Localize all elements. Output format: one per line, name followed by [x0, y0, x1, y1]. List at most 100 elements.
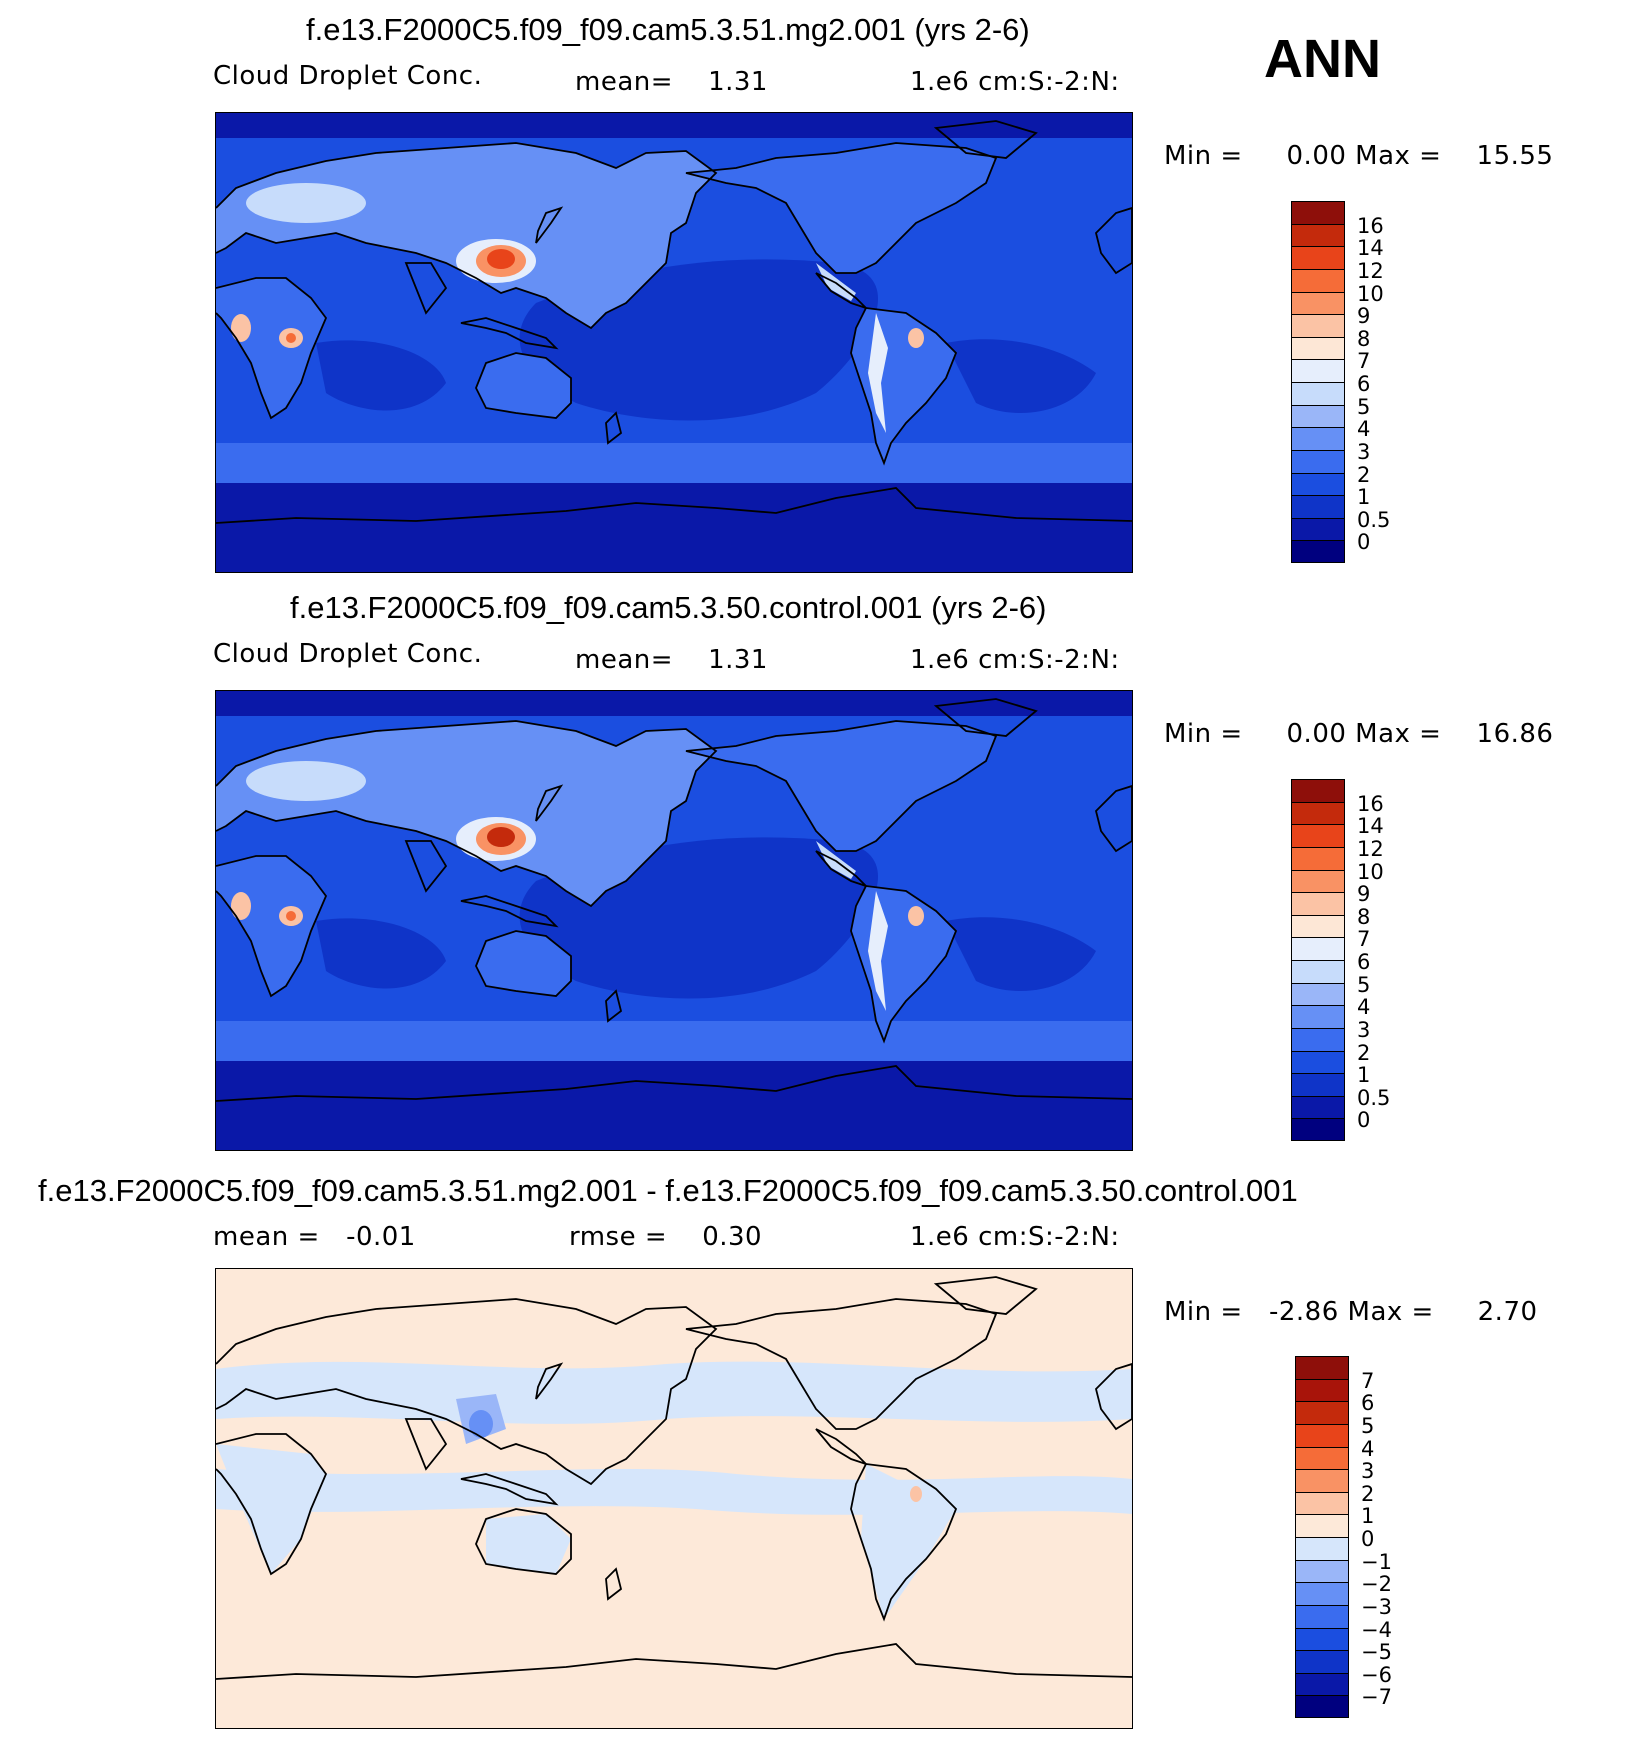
panel2-variable: Cloud Droplet Conc.	[213, 639, 483, 669]
panel2-units: 1.e6 cm:S:-2:N:	[910, 645, 1120, 675]
colorbar-1-cell	[1291, 1073, 1345, 1096]
colorbar-1-tick-label: 6	[1357, 950, 1371, 974]
asia-maximum-core	[487, 249, 515, 269]
colorbar-1-cell	[1291, 1050, 1345, 1074]
colorbar-1-tick-label: 12	[1357, 836, 1384, 861]
panel1-title: f.e13.F2000C5.f09_f09.cam5.3.51.mg2.001 …	[306, 12, 1030, 47]
andes-high	[868, 891, 888, 1011]
coastline	[1095, 1363, 1132, 1431]
ocean-minimum	[316, 340, 446, 411]
colorbar-1-cell	[1291, 1118, 1345, 1141]
coastline	[460, 895, 559, 928]
colorbar-1-tick-label: 8	[1357, 904, 1371, 929]
panel2-map-plot	[216, 691, 1132, 1150]
colorbar-0-cell	[1291, 223, 1345, 247]
colorbar-0-tick-label: 12	[1357, 258, 1384, 283]
colorbar-2-tick-label: 5	[1361, 1413, 1375, 1438]
coastline	[216, 1298, 718, 1486]
panel3-map-plot	[216, 1269, 1132, 1728]
coastline	[850, 885, 958, 1044]
colorbar-0-tick-label: 10	[1357, 281, 1384, 306]
colorbar-2-tick-label: 4	[1361, 1436, 1375, 1461]
coastline	[460, 317, 559, 350]
colorbar-2-frame	[1295, 1356, 1349, 1718]
colorbar-2-cell	[1295, 1627, 1349, 1651]
coastline	[475, 352, 572, 419]
colorbar-0-cell	[1291, 472, 1345, 496]
panel1-units: 1.e6 cm:S:-2:N:	[910, 67, 1120, 97]
panel1-mean: mean= 1.31	[575, 67, 768, 97]
coastline	[216, 720, 718, 908]
colorbar-1-cell	[1291, 892, 1345, 915]
colorbar-1-cell	[1291, 824, 1345, 847]
colorbar-1-tick-label: 5	[1357, 972, 1371, 997]
colorbar-0-cell	[1291, 291, 1345, 315]
panel3-minmax: Min = -2.86 Max = 2.70	[1164, 1297, 1538, 1327]
central-africa-maximum-core	[286, 333, 296, 343]
colorbar-0-cell	[1291, 540, 1345, 563]
colorbar-0-tick-label: 5	[1357, 394, 1371, 419]
colorbar-0-cell	[1291, 268, 1345, 292]
colorbar-1-tick-label: 10	[1357, 859, 1384, 884]
coastline	[685, 720, 998, 852]
coastline	[475, 930, 572, 997]
colorbar-0-tick-label: 14	[1357, 236, 1384, 261]
colorbar-2-tick-label: 3	[1361, 1459, 1375, 1484]
panel1-map	[215, 112, 1133, 573]
colorbar-1-cell	[1291, 982, 1345, 1006]
colorbar-2-cell	[1295, 1469, 1349, 1492]
colorbar-0-cell	[1291, 314, 1345, 337]
coastline	[475, 1508, 572, 1575]
colorbar-2-cell	[1295, 1537, 1349, 1560]
colorbar-0-cell	[1291, 359, 1345, 382]
colorbar-0-tick-label: 0	[1357, 530, 1371, 555]
colorbar-2-tick-label: −6	[1361, 1662, 1392, 1687]
coastline	[535, 784, 564, 822]
coastline	[216, 1065, 1132, 1102]
colorbar-2-tick-label: −3	[1361, 1594, 1392, 1619]
panel1-minmax: Min = 0.00 Max = 15.55	[1164, 141, 1554, 171]
colorbar-2-cell	[1295, 1423, 1349, 1447]
colorbar-0-cell	[1291, 495, 1345, 518]
panel1-map-plot	[216, 113, 1132, 572]
coastline	[216, 1433, 328, 1576]
panel2-map	[215, 690, 1133, 1151]
colorbar-2-tick-label: 0	[1361, 1527, 1375, 1551]
asia-maximum-core	[487, 827, 515, 847]
colorbar-1-cell	[1291, 960, 1345, 983]
panel3-mean: mean = -0.01	[213, 1222, 416, 1252]
colorbar-0-tick-label: 8	[1357, 326, 1371, 351]
colorbar-2-tick-label: −2	[1361, 1572, 1392, 1597]
coastline	[535, 206, 564, 244]
arctic-ocean	[216, 691, 1132, 716]
colorbar-1-tick-label: 2	[1357, 1040, 1371, 1065]
south-america-maximum	[908, 328, 924, 348]
panel1-colorbar	[1291, 201, 1345, 563]
colorbar-1-tick-label: 9	[1357, 882, 1371, 907]
central-africa-maximum-core	[286, 911, 296, 921]
colorbar-2-cell	[1295, 1582, 1349, 1605]
colorbar-0-cell	[1291, 517, 1345, 541]
colorbar-0-tick-label: 1	[1357, 485, 1371, 510]
colorbar-2-tick-label: −4	[1361, 1617, 1392, 1642]
colorbar-1-frame	[1291, 779, 1345, 1141]
coastline	[685, 1298, 998, 1430]
colorbar-0-tick-label: 3	[1357, 439, 1371, 464]
coastline	[404, 262, 448, 315]
colorbar-2-cell	[1295, 1672, 1349, 1696]
coastline	[216, 1643, 1132, 1680]
colorbar-0-cell	[1291, 382, 1345, 405]
panel1-variable: Cloud Droplet Conc.	[213, 61, 483, 91]
colorbar-0-cell	[1291, 246, 1345, 269]
colorbar-1-cell	[1291, 914, 1345, 938]
coastline	[605, 1567, 623, 1601]
colorbar-2-cell	[1295, 1446, 1349, 1470]
coastline	[933, 1276, 1038, 1315]
polar-ocean	[216, 483, 1132, 572]
colorbar-1-tick-label: 16	[1357, 791, 1384, 816]
southern-ocean-band	[216, 443, 1132, 483]
panel3-rmse: rmse = 0.30	[569, 1222, 763, 1252]
polar-ocean	[216, 1061, 1132, 1150]
coastline	[933, 698, 1038, 737]
colorbar-0-tick-label: 2	[1357, 462, 1371, 487]
